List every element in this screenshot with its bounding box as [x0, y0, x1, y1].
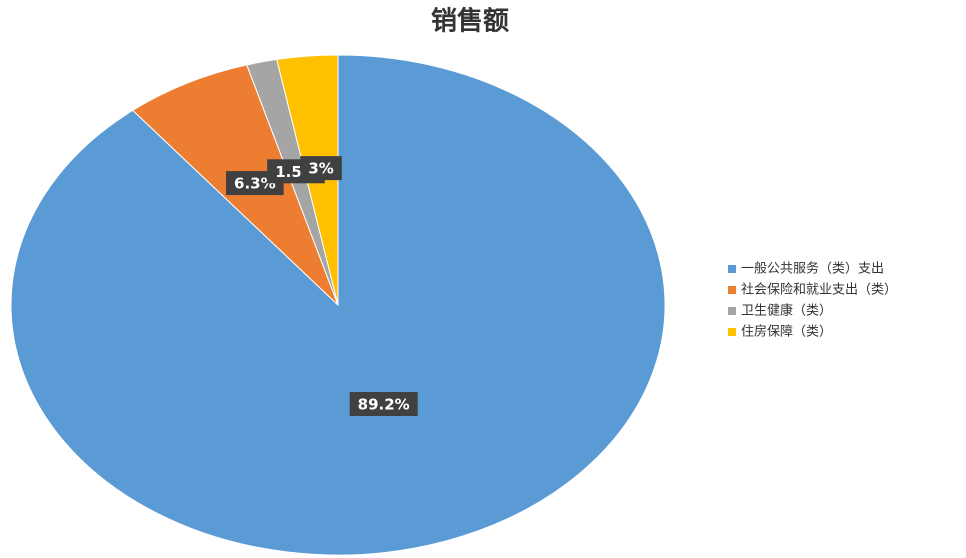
- legend-swatch: [728, 307, 736, 315]
- data-label: 89.2%: [358, 396, 410, 414]
- data-label-box: [349, 392, 418, 417]
- legend-label: 卫生健康（类）: [741, 303, 832, 319]
- legend-swatch: [728, 328, 736, 336]
- data-label-box: [300, 156, 342, 181]
- legend-label: 社会保险和就业支出（类）: [741, 282, 897, 298]
- legend-label: 住房保障（类）: [741, 324, 832, 340]
- legend-label: 一般公共服务（类）支出: [741, 261, 884, 277]
- data-label: 6.3%: [234, 175, 276, 193]
- legend-swatch: [728, 286, 736, 294]
- chart-title: 销售额: [431, 6, 509, 37]
- data-label: 3%: [308, 160, 333, 178]
- legend-swatch: [728, 265, 736, 273]
